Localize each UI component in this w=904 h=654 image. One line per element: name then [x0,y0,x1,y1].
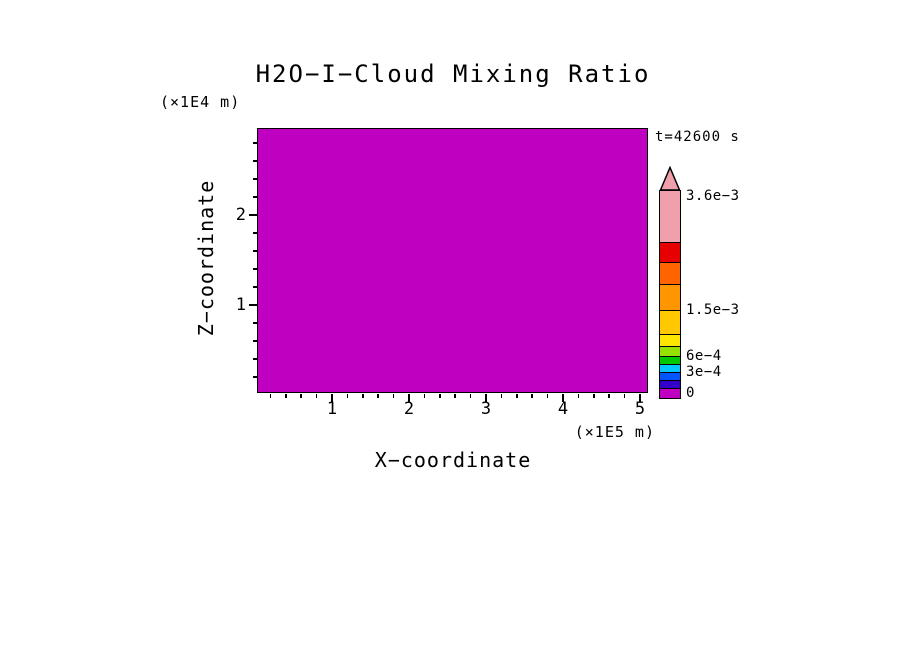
colorbar-label: 3.6e−3 [686,188,740,204]
y-minor-tick [253,322,257,324]
x-tick-label: 4 [557,399,569,419]
y-major-tick [249,304,257,306]
x-axis-label: X−coordinate [374,448,532,472]
colorbar-segment [660,357,680,365]
x-major-tick [562,394,564,402]
colorbar-segment [660,311,680,335]
colorbar-label: 6e−4 [686,348,722,364]
x-major-tick [331,394,333,402]
x-minor-tick [546,394,549,398]
colorbar-segment [660,347,680,357]
x-minor-tick [269,394,272,398]
colorbar-segment [660,365,680,373]
x-minor-tick [500,394,503,398]
colorbar-segment [660,285,680,311]
colorbar-segment [660,373,680,381]
x-minor-tick [593,394,595,398]
colorbar-label: 1.5e−3 [686,302,740,318]
x-minor-tick [377,394,379,398]
x-minor-tick [454,394,456,398]
y-minor-tick [253,376,257,378]
y-major-tick [249,214,257,216]
x-tick-label: 2 [403,399,415,419]
x-minor-tick [531,394,533,398]
x-minor-tick [623,394,626,398]
x-major-tick [485,394,487,402]
chart-title: H2O−I−Cloud Mixing Ratio [255,60,651,88]
x-minor-tick [608,394,610,398]
y-axis-label: Z−coordinate [194,179,218,337]
colorbar-segment [660,335,680,347]
x-minor-tick [362,394,364,398]
x-minor-tick [315,394,318,398]
x-minor-tick [300,394,302,398]
x-tick-label: 5 [634,399,646,419]
colorbar [659,190,681,399]
x-minor-tick [516,394,518,398]
y-minor-tick [253,232,257,234]
x-minor-tick [423,394,426,398]
colorbar-segment [660,263,680,285]
x-minor-tick [392,394,395,398]
y-minor-tick [253,196,257,198]
y-axis-unit: (×1E4 m) [160,93,241,111]
y-minor-tick [253,286,257,288]
y-minor-tick [253,358,257,360]
colorbar-segment [660,191,680,243]
colorbar-overflow-arrow [659,166,681,191]
y-tick-label: 2 [235,205,246,225]
colorbar-label: 0 [686,385,695,401]
colorbar-segment [660,243,680,263]
y-minor-tick [253,160,257,162]
x-major-tick [639,394,641,402]
x-major-tick [408,394,410,402]
x-minor-tick [469,394,472,398]
x-minor-tick [577,394,580,398]
x-minor-tick [346,394,349,398]
plot-area [257,128,648,393]
y-minor-tick [253,250,257,252]
x-minor-tick [285,394,287,398]
y-minor-tick [253,178,257,180]
x-tick-label: 3 [480,399,492,419]
colorbar-segment [660,389,680,398]
y-minor-tick [253,142,257,144]
y-minor-tick [253,340,257,342]
x-tick-label: 1 [326,399,338,419]
time-annotation: t=42600 s [655,129,740,145]
x-minor-tick [439,394,441,398]
y-tick-label: 1 [235,295,246,315]
colorbar-segment [660,381,680,389]
y-minor-tick [253,268,257,270]
x-axis-unit: (×1E5 m) [574,423,655,441]
colorbar-label: 3e−4 [686,364,722,380]
